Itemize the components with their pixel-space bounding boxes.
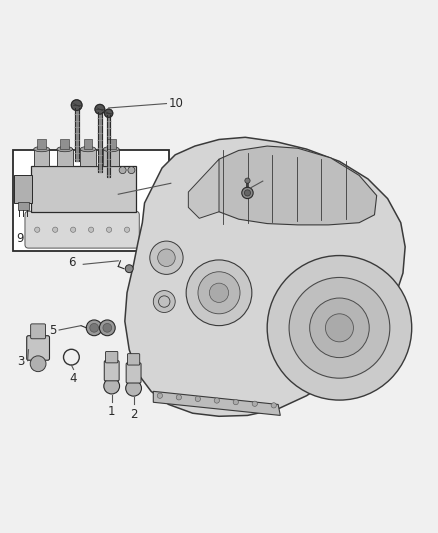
Bar [57,149,73,166]
Circle shape [105,109,113,117]
Circle shape [195,397,201,401]
Text: 1: 1 [108,405,116,418]
Ellipse shape [103,147,119,152]
FancyBboxPatch shape [106,351,118,363]
Circle shape [310,298,369,358]
Ellipse shape [80,147,96,152]
Circle shape [176,395,181,400]
Circle shape [125,265,133,273]
Polygon shape [208,146,377,225]
FancyBboxPatch shape [126,363,141,383]
Circle shape [53,227,58,232]
Circle shape [99,320,115,336]
Bar [31,166,136,212]
Circle shape [214,398,219,403]
Circle shape [186,260,252,326]
Ellipse shape [34,147,49,152]
Text: 3: 3 [17,356,25,368]
Circle shape [104,378,120,394]
Circle shape [198,272,240,314]
Bar [14,174,32,203]
Circle shape [271,403,276,408]
Text: 2: 2 [130,408,138,421]
Text: 8: 8 [173,177,180,190]
Circle shape [95,104,105,114]
Circle shape [86,320,102,336]
Circle shape [106,227,112,232]
Circle shape [124,227,130,232]
Text: 6: 6 [68,256,75,270]
Circle shape [103,324,112,332]
Circle shape [267,255,412,400]
Text: 7: 7 [265,173,272,186]
Text: 10: 10 [169,97,184,110]
Ellipse shape [57,147,73,152]
Circle shape [35,227,40,232]
Polygon shape [98,112,102,172]
Polygon shape [75,108,78,161]
Text: 5: 5 [49,324,56,336]
Polygon shape [125,138,405,416]
Circle shape [150,241,183,274]
Bar [34,149,49,166]
Text: 4: 4 [70,373,78,385]
Bar [37,140,46,149]
FancyBboxPatch shape [25,211,139,248]
Bar [80,149,96,166]
Circle shape [71,100,82,110]
Circle shape [128,167,135,174]
Circle shape [71,227,76,232]
Circle shape [289,278,390,378]
Circle shape [153,290,175,312]
Circle shape [325,314,353,342]
Circle shape [252,401,258,406]
Bar [84,140,92,149]
Polygon shape [107,116,110,177]
Circle shape [30,356,46,372]
Circle shape [245,178,250,183]
Text: 9: 9 [16,231,24,245]
Circle shape [90,324,99,332]
Circle shape [233,400,238,405]
Circle shape [159,296,170,307]
Circle shape [209,283,229,302]
Bar [13,150,169,251]
FancyBboxPatch shape [127,354,140,365]
Bar [18,201,29,209]
Polygon shape [153,391,280,415]
Circle shape [126,381,141,396]
Bar [103,149,119,166]
Circle shape [244,190,251,196]
Bar [107,140,116,149]
Circle shape [158,249,175,266]
Circle shape [242,187,253,199]
FancyBboxPatch shape [31,324,46,339]
Polygon shape [188,159,219,219]
Circle shape [88,227,94,232]
Circle shape [119,167,126,174]
Circle shape [157,393,162,398]
Bar [60,140,69,149]
FancyBboxPatch shape [27,336,49,360]
FancyBboxPatch shape [104,361,119,381]
